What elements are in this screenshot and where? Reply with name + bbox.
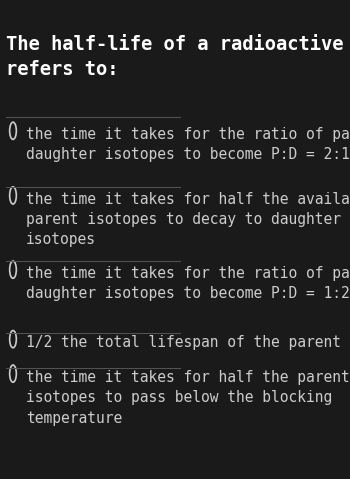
Text: the time it takes for the ratio of parent to
daughter isotopes to become P:D = 1: the time it takes for the ratio of paren… — [26, 266, 350, 301]
Text: the time it takes for half the available
parent isotopes to decay to daughter
is: the time it takes for half the available… — [26, 192, 350, 247]
Text: the time it takes for the ratio of parent to
daughter isotopes to become P:D = 2: the time it takes for the ratio of paren… — [26, 127, 350, 162]
Text: the time it takes for half the parent
isotopes to pass below the blocking
temper: the time it takes for half the parent is… — [26, 370, 350, 425]
Text: 1/2 the total lifespan of the parent isotope: 1/2 the total lifespan of the parent iso… — [26, 335, 350, 350]
Text: The half-life of a radioactive isotope
refers to:: The half-life of a radioactive isotope r… — [6, 34, 350, 79]
